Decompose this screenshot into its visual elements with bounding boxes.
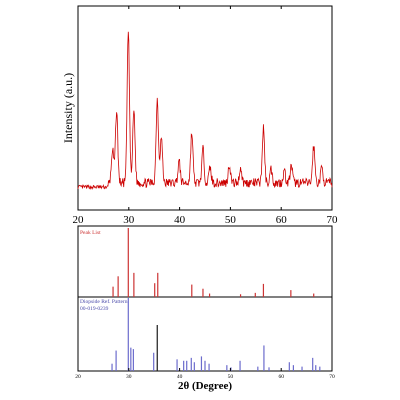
x-tick-label: 60 [276, 214, 288, 226]
top-x-axis-ticks: 20 30 40 50 60 70 [73, 6, 339, 226]
x-tick-label: 40 [174, 214, 186, 226]
reference-bars [111, 298, 321, 371]
x-tick-label: 30 [126, 374, 132, 380]
top-panel: 20 30 40 50 60 70 Intensity (a.u.) [61, 5, 339, 226]
x-tick-label: 70 [327, 214, 339, 226]
x-tick-label: 50 [228, 374, 234, 380]
x-tick-label: 20 [73, 214, 85, 226]
x-tick-label: 20 [75, 374, 81, 380]
top-y-axis-label: Intensity (a.u.) [61, 73, 75, 143]
peak-list-bars [112, 228, 315, 297]
x-tick-label: 50 [225, 214, 237, 226]
bottom-x-axis-label: 2θ (Degree) [178, 380, 232, 392]
reference-pattern-label: Diopside Ref. Pattern [80, 298, 128, 305]
peak-list-label: Peak List [80, 230, 101, 236]
x-tick-label: 30 [123, 214, 135, 226]
reference-pattern-card: 00-019-0239 [80, 306, 109, 312]
x-tick-label: 70 [329, 374, 335, 380]
top-plot-frame [77, 5, 333, 211]
x-tick-label: 40 [177, 374, 183, 380]
bottom-panel: Peak List Diopside Ref. Pattern 00-019-0… [75, 225, 335, 392]
xrd-pattern-line [77, 31, 333, 190]
x-tick-label: 60 [278, 374, 284, 380]
bottom-x-axis-ticks: 20 30 40 50 60 70 [75, 368, 335, 380]
